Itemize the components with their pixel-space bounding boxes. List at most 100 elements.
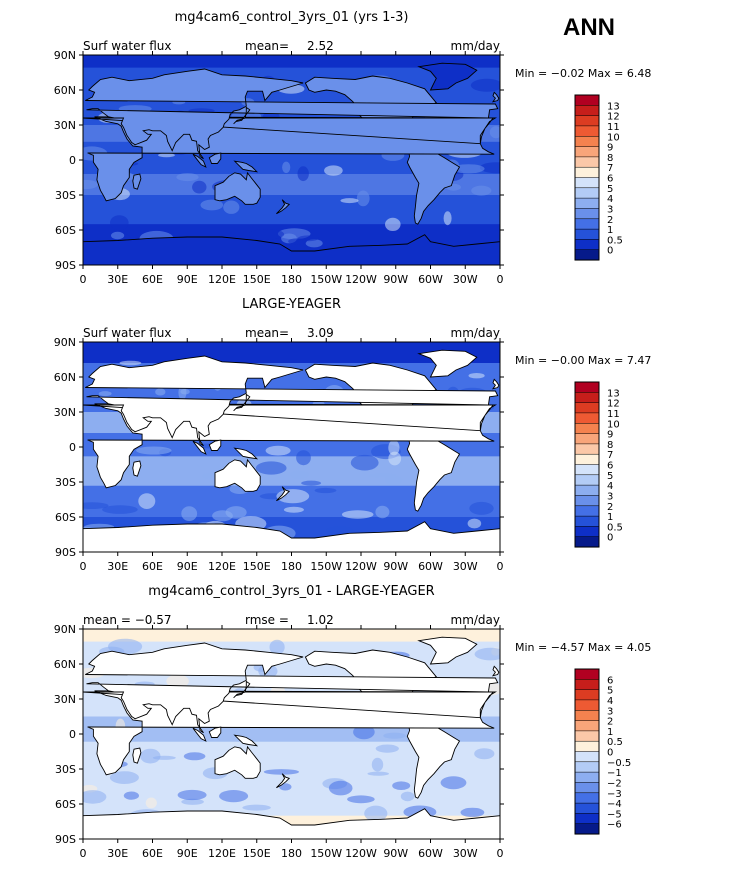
lat-tick-label: 0	[69, 441, 76, 454]
panel-mean-value: 1.02	[307, 613, 334, 627]
field-blob	[297, 235, 319, 242]
colorbar-box	[574, 495, 600, 507]
colorbar-label: 3	[607, 706, 613, 717]
field-blob	[368, 473, 397, 478]
coastline-new-zealand	[276, 199, 291, 215]
lat-tick-label: 90S	[55, 546, 76, 559]
colorbar-box	[574, 668, 600, 680]
lon-tick-label: 120E	[208, 560, 236, 573]
field-blob	[98, 391, 112, 397]
field-blob	[110, 215, 129, 231]
lon-tick-label: 150W	[310, 273, 342, 286]
lon-tick-label: 30W	[453, 847, 478, 860]
colorbar-label: 0	[607, 533, 613, 544]
lon-tick-label: 60W	[418, 273, 443, 286]
lon-tick-label: 60W	[418, 847, 443, 860]
coastline-uk	[491, 665, 500, 677]
colorbar-box	[574, 392, 600, 404]
polar-band-north	[83, 55, 500, 68]
field-blob	[181, 798, 204, 805]
colorbar-label: 6	[607, 174, 613, 185]
lon-tick-label: 180	[281, 847, 302, 860]
lon-tick-label: 120W	[345, 847, 377, 860]
panel-mean-label: mean=	[245, 326, 289, 340]
colorbar-box	[574, 136, 600, 148]
colorbar-label: 5	[607, 184, 613, 195]
field-blob	[140, 748, 161, 764]
colorbar-label: 2	[607, 502, 613, 513]
colorbar-label: 4	[607, 696, 613, 707]
colorbar-label: 13	[607, 388, 620, 399]
field-blob	[158, 153, 175, 158]
colorbar-box	[574, 249, 600, 261]
lon-tick-label: 90E	[177, 847, 198, 860]
colorbar-box	[574, 679, 600, 691]
coastline-new-guinea	[233, 734, 259, 747]
colorbar-label: 6	[607, 675, 613, 686]
field-blob	[111, 231, 125, 240]
coastline-australia	[214, 171, 261, 205]
field-blob	[474, 748, 495, 760]
colorbar-label: 2	[607, 717, 613, 728]
coastline-uk	[491, 91, 500, 103]
colorbar-label: 3	[607, 491, 613, 502]
field-blob	[301, 480, 321, 486]
coastline-eurasia	[85, 355, 499, 447]
field-blob	[375, 505, 390, 519]
lon-tick-label: 120W	[345, 560, 377, 573]
colorbar-box	[574, 423, 600, 435]
field-blob	[383, 732, 406, 739]
colorbar-box	[574, 239, 600, 251]
panel-variable-label: Surf water flux	[83, 326, 171, 340]
field-blob	[471, 185, 492, 196]
lon-tick-label: 0	[497, 560, 504, 573]
field-blob	[324, 165, 343, 176]
lat-tick-label: 30N	[54, 406, 76, 419]
colorbar-box	[574, 433, 600, 445]
colorbar-label: 9	[607, 143, 613, 154]
colorbar-box	[574, 771, 600, 783]
field-blob	[375, 744, 399, 753]
field-blob	[283, 506, 304, 513]
lon-tick-label: 30E	[107, 273, 128, 286]
field-blob	[177, 789, 207, 801]
coastline-south-america	[406, 432, 461, 512]
colorbar-label: −1	[607, 768, 622, 779]
coastline-greenland	[417, 636, 478, 665]
coastline-uk	[491, 378, 500, 390]
lat-tick-label: 30S	[55, 476, 76, 489]
field-blob	[279, 783, 292, 791]
colorbar-frame	[574, 381, 600, 548]
colorbar-box	[574, 228, 600, 240]
colorbar-label: −5	[607, 809, 622, 820]
colorbar-box	[574, 823, 600, 835]
lon-tick-label: 30W	[453, 560, 478, 573]
coastline-madagascar	[132, 460, 142, 477]
field-blob	[350, 454, 379, 471]
field-blob	[289, 470, 309, 479]
coastline-new-zealand	[276, 486, 291, 502]
field-blob	[443, 211, 452, 226]
coastline-greenland	[417, 62, 478, 91]
field-blob	[225, 506, 247, 519]
field-blob	[340, 198, 359, 204]
colorbar-box	[574, 381, 600, 393]
colorbar-label: 9	[607, 430, 613, 441]
colorbar-box	[574, 751, 600, 763]
field-blob	[341, 510, 374, 519]
field-blob	[356, 190, 370, 207]
colorbar-label: 11	[607, 409, 620, 420]
coastline-madagascar	[132, 747, 142, 764]
colorbar-label: 1	[607, 727, 613, 738]
coastline-sumatra	[192, 153, 207, 168]
panel-units: mm/day	[451, 613, 501, 627]
field-blob	[388, 440, 400, 456]
colorbar-label: 8	[607, 153, 613, 164]
lat-tick-label: 30N	[54, 693, 76, 706]
coastline-south-america	[406, 719, 461, 799]
field-blob	[183, 752, 206, 761]
colorbar-box	[574, 464, 600, 476]
lat-tick-label: 0	[69, 728, 76, 741]
panel-title: LARGE-YEAGER	[242, 297, 341, 312]
colorbar-box	[574, 125, 600, 137]
